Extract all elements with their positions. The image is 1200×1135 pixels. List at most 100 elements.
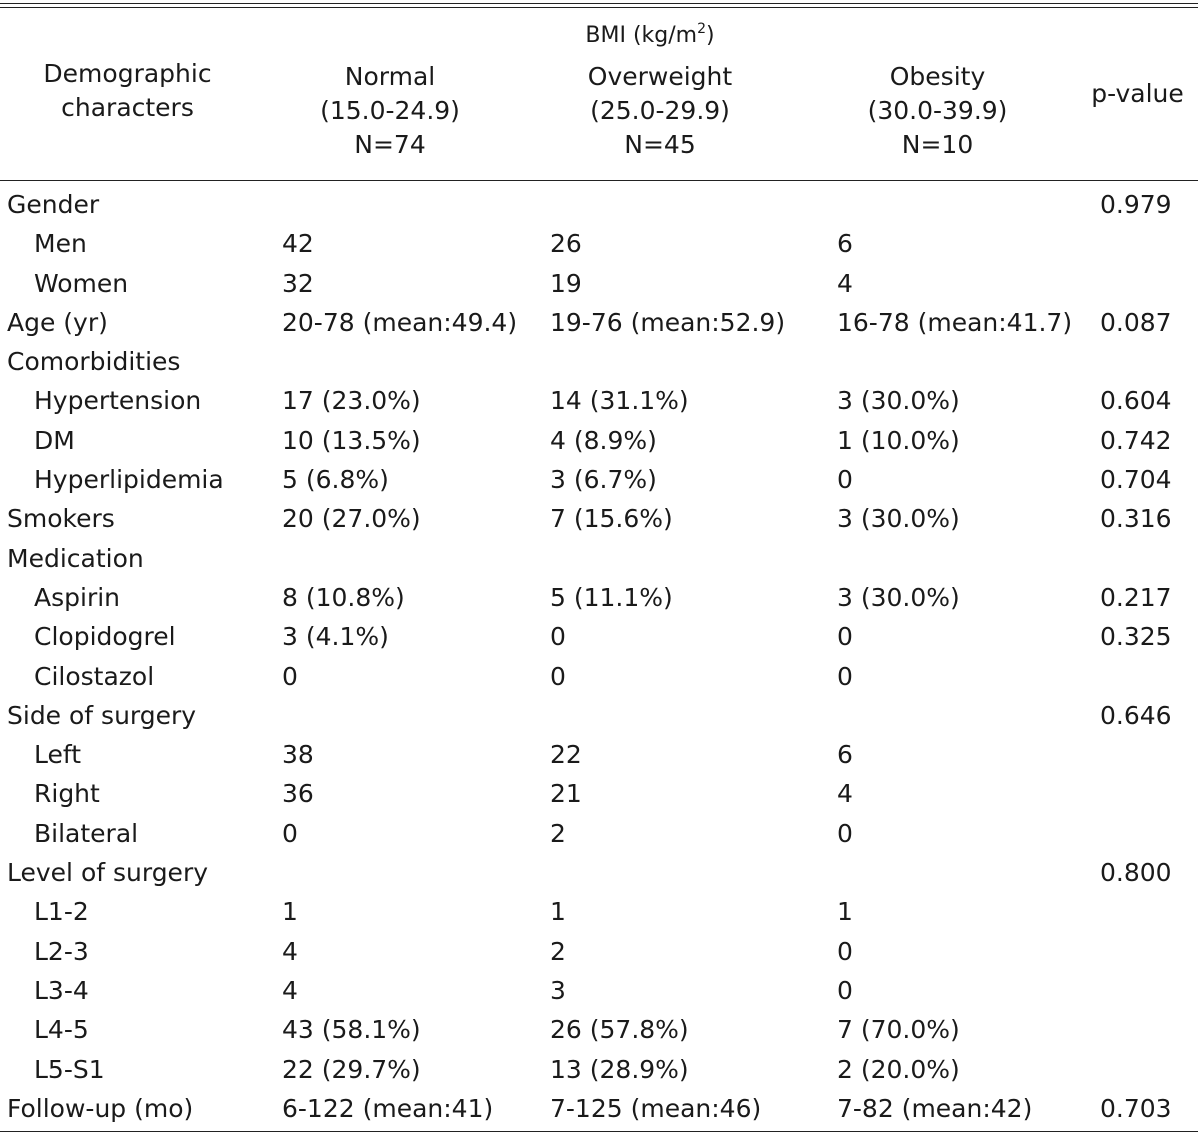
- row-label: Gender: [7, 190, 100, 219]
- table-row: L2-3 4 2 0: [0, 932, 1200, 971]
- obesity-cell: 3 (30.0%): [837, 504, 960, 534]
- pvalue-cell: 0.316: [1100, 504, 1172, 534]
- obesity-cell: 1: [837, 897, 853, 927]
- pvalue-cell: 0.325: [1100, 622, 1172, 652]
- normal-cell: 36: [282, 779, 314, 809]
- overweight-cell: 26: [550, 229, 582, 259]
- row-label: L4-5: [34, 1015, 89, 1045]
- normal-cell: 17 (23.0%): [282, 386, 421, 416]
- table-row: Age (yr) 20-78 (mean:49.4) 19-76 (mean:52.…: [0, 303, 1200, 342]
- table-row: DM 10 (13.5%) 4 (8.9%) 1 (10.0%) 0.742: [0, 421, 1200, 460]
- obesity-cell: 7 (70.0%): [837, 1015, 960, 1045]
- table-row: Comorbidities: [0, 342, 1200, 381]
- normal-cell: 5 (6.8%): [282, 465, 389, 495]
- overweight-cell: 26 (57.8%): [550, 1015, 689, 1045]
- overweight-cell: 5 (11.1%): [550, 582, 673, 612]
- row-label: Comorbidities: [7, 347, 181, 377]
- pvalue-heading: p-value: [1091, 79, 1184, 108]
- row-label: L3-4: [34, 975, 89, 1005]
- row-label: L1-2: [34, 897, 89, 927]
- table-row: Right 36 21 4: [0, 774, 1200, 813]
- table-row: Medication: [0, 539, 1200, 578]
- row-label: Clopidogrel: [34, 622, 176, 652]
- normal-cell: 6-122 (mean:41): [282, 1093, 494, 1123]
- normal-cell: 20 (27.0%): [282, 504, 421, 534]
- row-label: Cilostazol: [34, 661, 155, 691]
- obesity-cell: 0: [837, 622, 853, 652]
- normal-heading: Normal (15.0-24.9) N=74: [320, 62, 460, 159]
- table-row: Men 42 26 6: [0, 224, 1200, 263]
- obesity-cell: 0: [837, 818, 853, 848]
- table-row: Level of surgery 0.800: [0, 853, 1200, 892]
- row-label: L5-S1: [34, 1054, 105, 1084]
- bottom-rule: [0, 1131, 1198, 1132]
- normal-cell: 8 (10.8%): [282, 582, 405, 612]
- overweight-cell: 1: [550, 897, 566, 927]
- pvalue-cell: 0.742: [1100, 425, 1172, 455]
- table-row: Hyperlipidemia 5 (6.8%) 3 (6.7%) 0 0.704: [0, 460, 1200, 499]
- overweight-cell: 19: [550, 268, 582, 298]
- normal-cell: 10 (13.5%): [282, 425, 421, 455]
- overweight-heading: Overweight (25.0-29.9) N=45: [587, 62, 733, 159]
- bmi-group-heading: BMI (kg/m2): [585, 21, 715, 48]
- table-row: Bilateral 0 2 0: [0, 814, 1200, 853]
- normal-cell: 43 (58.1%): [282, 1015, 421, 1045]
- table-row: L1-2 1 1 1: [0, 892, 1200, 931]
- row-label: Level of surgery: [7, 858, 209, 888]
- table-row: Gender 0.979: [0, 185, 1200, 224]
- overweight-cell: 14 (31.1%): [550, 386, 689, 416]
- row-label: Left: [34, 740, 82, 770]
- table-row: Left 38 22 6: [0, 735, 1200, 774]
- normal-cell: 42: [282, 229, 314, 259]
- table-body: Gender 0.979 Men 42 26 6 Women 32 19 4 Age (yr) 20-…: [0, 185, 1200, 1128]
- normal-cell: 38: [282, 740, 314, 770]
- obesity-cell: 7-82 (mean:42): [837, 1093, 1033, 1123]
- table-row: Women 32 19 4: [0, 264, 1200, 303]
- normal-cell: 4: [282, 936, 298, 966]
- row-label: Side of surgery: [7, 700, 197, 730]
- top-rule-2: [0, 7, 1198, 8]
- pvalue-cell: 0.217: [1100, 582, 1172, 612]
- demographic-heading: Demographic characters: [43, 59, 212, 122]
- pvalue-cell: 0.704: [1100, 465, 1172, 495]
- table-row: Follow-up (mo) 6-122 (mean:41) 7-125 (mean…: [0, 1089, 1200, 1128]
- table-row: Hypertension 17 (23.0%) 14 (31.1%) 3 (30.0%…: [0, 381, 1200, 420]
- overweight-cell: 3: [550, 975, 566, 1005]
- table-row: Aspirin 8 (10.8%) 5 (11.1%) 3 (30.0%) 0.217: [0, 578, 1200, 617]
- pvalue-cell: 0.703: [1100, 1093, 1172, 1123]
- table-row: Clopidogrel 3 (4.1%) 0 0 0.325: [0, 617, 1200, 656]
- overweight-cell: 2: [550, 818, 566, 848]
- row-label: L2-3: [34, 936, 89, 966]
- pvalue-cell: 0.604: [1100, 386, 1172, 416]
- normal-cell: 4: [282, 975, 298, 1005]
- obesity-cell: 4: [837, 779, 853, 809]
- row-label: Right: [34, 779, 100, 809]
- overweight-cell: 4 (8.9%): [550, 425, 657, 455]
- obesity-cell: 6: [837, 229, 853, 259]
- pvalue-cell: 0.979: [1100, 190, 1172, 219]
- normal-cell: 3 (4.1%): [282, 622, 389, 652]
- row-label: Men: [34, 229, 87, 259]
- table-row: L4-5 43 (58.1%) 26 (57.8%) 7 (70.0%): [0, 1010, 1200, 1049]
- table-row: Cilostazol 0 0 0: [0, 657, 1200, 696]
- row-label: Medication: [7, 543, 144, 573]
- row-label: Age (yr): [7, 307, 108, 337]
- obesity-cell: 3 (30.0%): [837, 386, 960, 416]
- overweight-cell: 0: [550, 622, 566, 652]
- table-row: Smokers 20 (27.0%) 7 (15.6%) 3 (30.0%) 0.316: [0, 499, 1200, 538]
- table-row: L5-S1 22 (29.7%) 13 (28.9%) 2 (20.0%): [0, 1050, 1200, 1089]
- row-label: Bilateral: [34, 818, 139, 848]
- obesity-cell: 0: [837, 661, 853, 691]
- row-label: DM: [34, 425, 75, 455]
- table-row: L3-4 4 3 0: [0, 971, 1200, 1010]
- normal-cell: 32: [282, 268, 314, 298]
- pvalue-cell: 0.646: [1100, 700, 1172, 730]
- obesity-cell: 16-78 (mean:41.7): [837, 307, 1073, 337]
- pvalue-cell: 0.087: [1100, 307, 1172, 337]
- table-header: BMI (kg/m2) Demographic characters Norma…: [0, 0, 1200, 180]
- pvalue-cell: 0.800: [1100, 858, 1172, 888]
- obesity-cell: 1 (10.0%): [837, 425, 960, 455]
- table-row: Side of surgery 0.646: [0, 696, 1200, 735]
- overweight-cell: 19-76 (mean:52.9): [550, 307, 786, 337]
- obesity-cell: 0: [837, 975, 853, 1005]
